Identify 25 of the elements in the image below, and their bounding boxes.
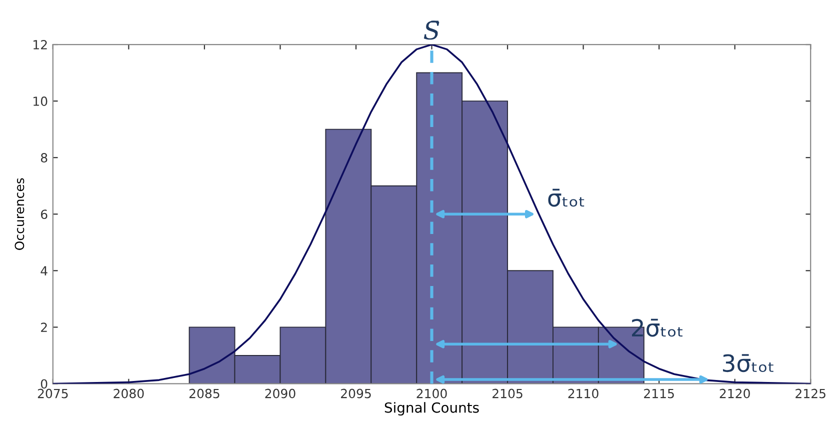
ref-line-label: S̄ [424, 20, 440, 40]
y-tick-label: 6 [40, 210, 48, 220]
x-tick-label: 2125 [796, 388, 826, 398]
x-tick-label: 2110 [568, 388, 598, 398]
annotation: 3σ̄ₜₒₜ [722, 354, 774, 372]
y-tick-label: 10 [34, 96, 48, 106]
x-tick-label: 2075 [38, 388, 68, 398]
x-tick-label: 2100 [416, 388, 447, 398]
y-tick-label: 0 [40, 379, 48, 389]
x-tick-label: 2085 [189, 388, 220, 398]
annotation: 2σ̄ₜₒₜ [632, 318, 682, 337]
x-tick-label: 2105 [492, 388, 522, 398]
x-tick-label: 2090 [265, 388, 296, 398]
x-axis-title: Signal Counts [384, 402, 479, 416]
y-tick-label: 12 [34, 40, 47, 50]
y-tick-label: 8 [40, 153, 48, 163]
y-tick-label: 4 [40, 266, 48, 276]
x-tick-label: 2115 [644, 388, 674, 398]
line-series [52, 44, 811, 384]
x-tick-label: 2120 [720, 388, 750, 398]
annotation: σ̄ₜₒₜ [548, 188, 584, 207]
y-axis-title: Occurences [14, 178, 24, 250]
x-tick-label: 2080 [114, 388, 144, 398]
x-tick-label: 2095 [341, 388, 371, 398]
y-tick-label: 2 [41, 322, 47, 332]
